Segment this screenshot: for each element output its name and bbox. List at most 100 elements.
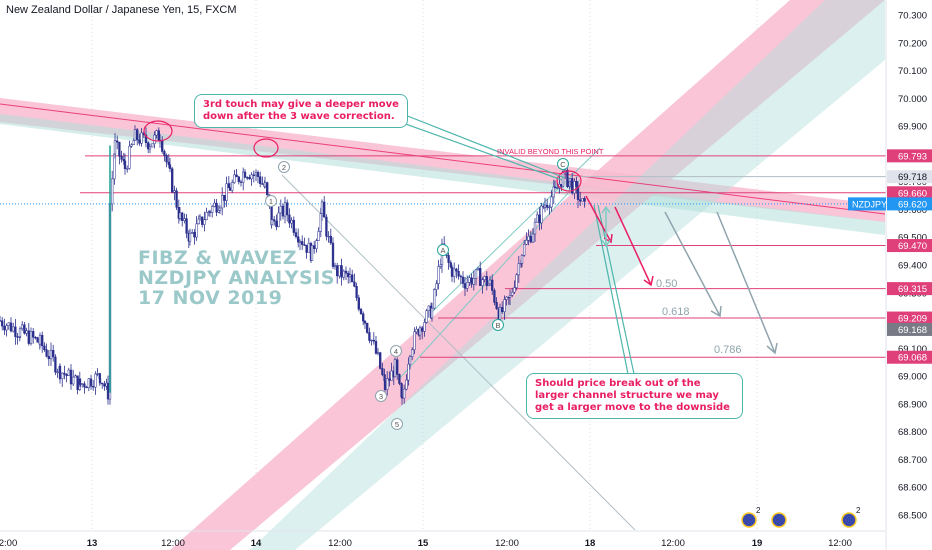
wave-circle-1: [278, 161, 290, 173]
candle-body-167: [333, 265, 337, 267]
candle-body-205: [411, 349, 414, 357]
candle-body-257: [517, 263, 520, 276]
chart-title: New Zealand Dollar / Japanese Yen, 15, F…: [6, 4, 237, 16]
price-tag-text-1: 69.718: [898, 172, 927, 183]
candle-body-129: [256, 172, 260, 177]
wave-label-4: 3: [379, 392, 383, 401]
candle-body-5: [7, 322, 10, 326]
candle-body-110: [217, 210, 220, 213]
candle-body-120: [237, 176, 240, 182]
price-axis[interactable]: 70.30070.20070.10070.00069.90069.80069.7…: [898, 11, 927, 522]
wave-circle-3: [390, 345, 402, 357]
level-tag-text-2: 69.660: [898, 188, 927, 199]
event-icons[interactable]: 2 2: [741, 506, 861, 528]
candle-body-150: [298, 241, 302, 243]
candle-body-18: [34, 337, 37, 339]
candle-body-101: [198, 216, 202, 220]
candle-body-224: [449, 262, 452, 268]
candle-body-11: [18, 328, 22, 337]
candle-body-179: [359, 308, 363, 314]
candle-body-51: [98, 378, 102, 384]
candle-body-100: [197, 218, 200, 225]
top-circle-1: [143, 120, 173, 142]
level-tag-6: [887, 350, 932, 364]
candle-body-6: [9, 322, 13, 332]
candle-body-22: [41, 334, 44, 347]
top-circle-3: [556, 170, 582, 192]
time-axis[interactable]: 2:00 13 12:00 14 12:00 15 12:00 18 12:00 19 12:00: [0, 538, 852, 549]
y-tick-18: 68.600: [898, 483, 927, 494]
callout-top-connector: [399, 121, 563, 181]
candle-body-217: [435, 283, 438, 290]
candle-body-156: [310, 245, 314, 261]
candle-body-180: [362, 313, 365, 322]
candle-body-259: [520, 255, 524, 264]
candle-body-31: [58, 366, 62, 380]
candle-body-140: [277, 212, 280, 227]
x-tick-9: 12:00: [661, 538, 685, 549]
candle-body-2: [1, 320, 4, 327]
candle-body-17: [32, 331, 35, 338]
fib-0618-label: 0.618: [662, 306, 690, 318]
candle-body-154: [307, 243, 310, 253]
candle-body-50: [98, 373, 101, 379]
candle-body-139: [275, 220, 278, 227]
candle-body-108: [213, 202, 216, 207]
diagonal-guide: [281, 174, 636, 531]
watermark-line-1: FIBZ & WAVEZ: [138, 247, 298, 269]
candle-body-172: [344, 270, 348, 274]
candle-body-8: [14, 326, 17, 337]
price-candles: [0, 125, 586, 405]
flag-icon-2[interactable]: [771, 512, 787, 528]
level-tag-text-6: 69.068: [898, 353, 927, 364]
candle-body-36: [69, 369, 73, 385]
candle-body-268: [540, 205, 543, 224]
candle-body-162: [323, 201, 326, 218]
candle-body-177: [355, 286, 358, 298]
callout-bottom-connector-2: [597, 204, 635, 375]
candle-body-39: [76, 375, 79, 390]
candle-body-262: [527, 236, 530, 241]
candle-body-74: [144, 134, 148, 143]
candle-body-228: [457, 270, 460, 277]
candle-body-261: [525, 240, 528, 245]
candle-body-48: [94, 373, 97, 388]
candle-body-245: [493, 290, 496, 303]
candle-body-24: [45, 349, 48, 357]
x-tick-4: 14: [251, 538, 262, 549]
candle-body-69: [133, 129, 137, 141]
candle-body-42: [81, 383, 84, 385]
candle-body-109: [215, 202, 218, 213]
y-tick-16: 68.800: [898, 427, 927, 438]
candle-body-244: [491, 279, 494, 291]
candle-body-65: [126, 168, 129, 170]
candle-body-3: [3, 325, 6, 331]
watermark: FIBZ & WAVEZ NZDJPY ANALYSIS 17 NOV 2019: [138, 248, 335, 308]
y-tick-14: 69.000: [898, 372, 927, 383]
candle-body-83: [163, 151, 166, 156]
arrow-teal-vert: [601, 205, 611, 248]
candle-body-148: [294, 232, 298, 237]
candle-body-189: [381, 368, 384, 375]
candle-body-233: [468, 277, 471, 283]
candle-body-117: [231, 182, 234, 191]
level-tag-2: [887, 186, 932, 200]
candle-body-7: [12, 326, 15, 332]
candle-body-118: [233, 174, 236, 183]
candle-body-229: [459, 275, 462, 278]
candle-body-45: [87, 378, 90, 389]
candle-body-104: [205, 212, 208, 221]
candle-body-27: [52, 349, 55, 358]
flag-icon-3[interactable]: [841, 512, 857, 528]
candle-body-250: [503, 299, 506, 312]
top-circle-2: [253, 138, 279, 158]
candle-body-238: [479, 267, 482, 286]
x-tick-6: 15: [418, 538, 429, 549]
callout-top-connector-2: [404, 114, 566, 179]
flag-icon-1[interactable]: [741, 512, 757, 528]
candle-body-175: [351, 274, 354, 283]
candle-body-12: [21, 324, 24, 330]
candle-body-49: [96, 373, 99, 375]
level-tag-5: [887, 311, 932, 325]
wave-label-1: 2: [282, 163, 286, 172]
